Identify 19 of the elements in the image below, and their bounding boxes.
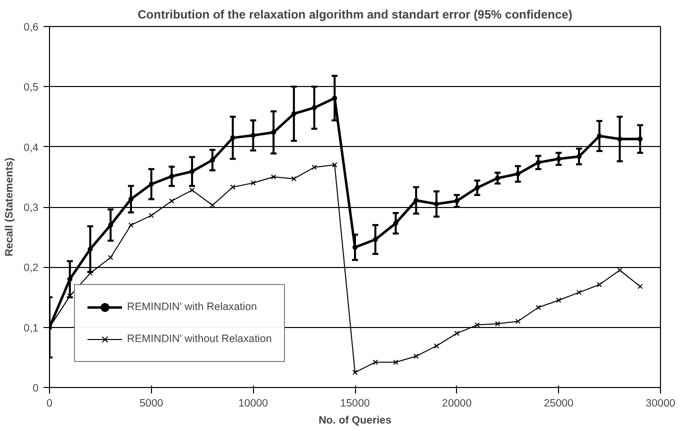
x-axis-title: No. of Queries (318, 414, 392, 426)
y-tick-label: 0,4 (24, 142, 39, 154)
legend-label: REMINDIN' without Relaxation (127, 333, 272, 345)
y-tick-label: 0,6 (24, 22, 39, 34)
y-tick-label: 0,3 (24, 202, 39, 214)
x-tick-label: 15000 (340, 398, 370, 410)
y-tick-label: 0,1 (24, 322, 39, 334)
chart-title: Contribution of the relaxation algorithm and standart error (95% confidence) (138, 8, 572, 22)
y-tick-label: 0 (32, 382, 39, 394)
x-tick-label: 20000 (442, 398, 472, 410)
x-tick-label: 10000 (238, 398, 268, 410)
legend-label: REMINDIN' with Relaxation (127, 301, 257, 313)
y-axis-title: Recall (Statements) (4, 157, 16, 256)
x-tick-label: 5000 (139, 398, 164, 410)
y-tick-label: 0,5 (24, 82, 39, 94)
x-tick-label: 0 (46, 398, 53, 410)
x-tick-label: 25000 (544, 398, 574, 410)
x-tick-label: 30000 (646, 398, 676, 410)
y-tick-label: 0,2 (24, 262, 39, 274)
